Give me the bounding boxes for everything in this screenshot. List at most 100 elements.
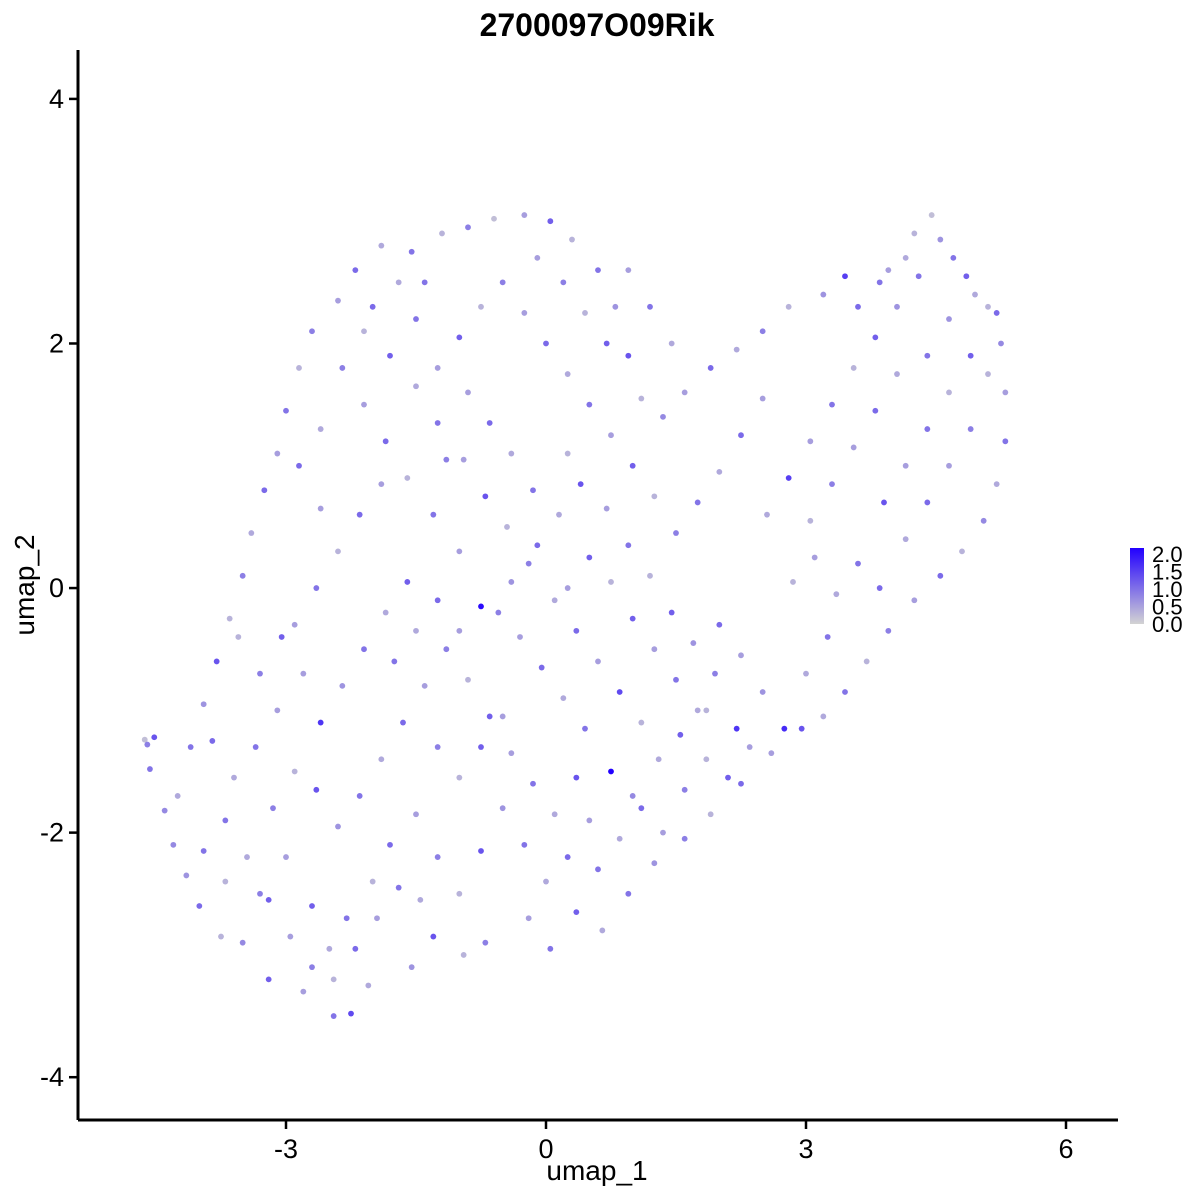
cell-point [387,841,393,848]
cell-point [378,481,385,488]
y-tick-label: -4 [40,1062,64,1092]
cell-point [924,426,931,432]
cell-point [586,817,593,824]
cell-point [356,793,363,799]
cell-point [694,499,701,506]
plot-title: 2700097O09Rik [480,7,715,43]
cell-point [434,854,441,860]
cell-point [673,530,679,536]
cell-point [465,224,471,231]
legend-label: 1.0 [1152,577,1183,602]
cell-point [759,689,766,695]
cell-point [300,670,307,677]
cell-point [564,450,571,457]
cell-point [144,741,151,748]
cell-point [573,627,580,634]
cell-point [408,248,415,255]
cell-point [270,805,276,812]
cell-point [946,462,952,469]
cell-point [231,774,237,781]
cell-point [564,371,571,377]
cell-point [486,713,493,720]
cell-point [339,365,346,371]
cell-point [1002,389,1009,396]
x-axis-title: umap_1 [546,1155,647,1186]
cell-point [716,621,723,628]
cell-point [141,736,148,743]
cell-point [274,450,281,457]
cell-point [508,579,515,585]
cell-point [677,731,684,738]
cell-point [356,511,363,518]
cell-point [486,420,493,426]
cell-point [694,707,701,714]
cell-point [456,627,463,634]
cell-point [482,939,489,946]
cell-point [478,303,484,310]
cell-point [872,407,879,414]
y-tick-label: -2 [40,818,64,848]
cell-point [967,352,974,359]
cell-point [863,658,870,665]
cell-point [998,340,1004,347]
cell-point [222,878,229,885]
legend-label: 0.0 [1152,612,1183,637]
cell-point [733,725,740,732]
cell-point [824,634,831,640]
cell-point [382,438,389,445]
cell-point [287,933,294,940]
cell-point [395,279,402,286]
cell-point [317,505,324,512]
cell-point [495,609,502,616]
cell-point [959,548,965,555]
cell-point [257,890,263,897]
cell-point [239,939,246,946]
cell-point [174,793,181,799]
cell-point [894,303,900,310]
cell-point [668,609,675,616]
cell-point [603,505,610,512]
cell-point [547,945,554,952]
cell-point [283,854,289,860]
cell-point [885,627,892,634]
cell-point [235,634,242,640]
cell-point [608,432,614,439]
cell-point [629,462,636,469]
cell-point [534,542,541,549]
cell-point [625,267,632,274]
cell-point [829,401,835,408]
cell-point [985,371,991,377]
cell-point [872,334,879,341]
cell-point [811,554,818,561]
cell-point [417,896,424,903]
cell-point [980,517,987,524]
cell-point [456,774,463,781]
cell-point [147,766,153,772]
cell-point [946,316,952,322]
cell-point [556,511,562,518]
cell-point [465,389,471,396]
cell-point [850,365,857,371]
cell-point [599,927,606,934]
cell-point [586,401,593,408]
cell-point [746,744,753,750]
cell-point [343,915,350,922]
cell-point [213,658,220,665]
cell-point [625,890,632,897]
cell-point [924,499,931,506]
cell-point [151,734,158,741]
cell-point [681,786,688,793]
cell-point [829,481,835,488]
cell-point [543,878,549,885]
cell-point [352,267,359,274]
cell-point [785,475,792,481]
cell-point [456,890,463,897]
cell-point [508,750,515,757]
cell-point [707,811,714,818]
cell-point [651,493,658,500]
cell-point [690,640,697,646]
cell-point [915,273,922,280]
cell-point [547,218,554,225]
cell-point [265,896,272,903]
cell-point [378,242,385,249]
